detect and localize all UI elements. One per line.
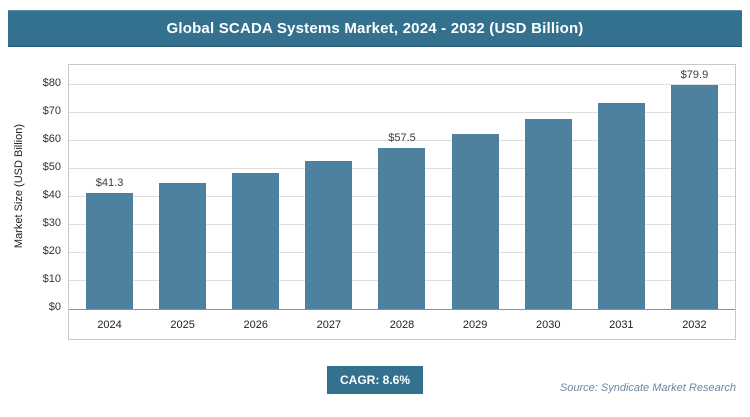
bar-slot-2031	[585, 65, 658, 309]
plot-area: $41.3 $57.5 $79.9	[69, 65, 735, 309]
y-tick-80: $80	[42, 77, 61, 89]
y-axis-title-column: Market Size (USD Billion)	[10, 64, 28, 308]
bar-value-label-2024: $41.3	[95, 177, 124, 190]
chart-title: Global SCADA Systems Market, 2024 - 2032…	[166, 20, 584, 37]
bar-chart: Market Size (USD Billion) $0 $10 $20 $30 $40…	[10, 64, 736, 340]
bar-2029	[451, 134, 499, 309]
y-tick-50: $50	[42, 161, 61, 173]
source-text: Source: Syndicate Market Research	[559, 382, 736, 394]
x-tick-2029: 2029	[462, 318, 488, 331]
bar-slot-2028: $57.5	[365, 65, 438, 309]
x-axis-labels: 2024 2025 2026 2027 2028 2029 2030 2031 2032	[69, 309, 735, 339]
y-tick-70: $70	[42, 105, 61, 117]
bar-2024	[86, 193, 134, 309]
y-tick-20: $20	[42, 245, 61, 257]
bar-2028	[378, 148, 426, 309]
y-tick-30: $30	[42, 217, 61, 229]
x-tick-2027: 2027	[316, 318, 342, 331]
y-axis-ticks: $0 $10 $20 $30 $40 $50 $60 $70 $80	[28, 64, 68, 313]
y-tick-0: $0	[48, 301, 61, 313]
bar-2031	[597, 102, 645, 309]
chart-title-banner: Global SCADA Systems Market, 2024 - 2032…	[8, 10, 742, 47]
chart-footer: CAGR: 8.6% Source: Syndicate Market Rese…	[0, 362, 750, 407]
bar-slot-2032: $79.9	[658, 65, 731, 309]
bar-value-label-2032: $79.9	[680, 69, 709, 82]
bar-2025	[159, 183, 207, 309]
y-tick-60: $60	[42, 133, 61, 145]
x-tick-2025: 2025	[170, 318, 195, 331]
bar-2027	[305, 160, 353, 309]
x-tick-2028: 2028	[389, 318, 415, 331]
x-tick-2030: 2030	[535, 318, 561, 331]
x-tick-2032: 2032	[682, 318, 707, 331]
bar-2032	[670, 85, 718, 309]
plot-frame: $41.3 $57.5 $79.9 2024 2025 2026 2027 2028 2029…	[68, 64, 736, 340]
x-tick-2031: 2031	[609, 318, 634, 331]
y-axis-title: Market Size (USD Billion)	[13, 123, 25, 249]
bar-slot-2030	[512, 65, 585, 309]
bar-slot-2024: $41.3	[73, 65, 146, 309]
y-tick-10: $10	[42, 273, 61, 285]
bar-value-label-2028: $57.5	[388, 132, 416, 144]
x-tick-2026: 2026	[243, 318, 269, 331]
x-tick-2024: 2024	[97, 318, 122, 331]
bar-slot-2026	[219, 65, 292, 309]
bar-slot-2029	[439, 65, 512, 309]
bar-2026	[232, 172, 280, 309]
y-tick-40: $40	[42, 189, 61, 201]
bar-slot-2027	[292, 65, 365, 309]
gridline-70	[69, 112, 735, 113]
bar-2030	[524, 119, 572, 309]
gridline-60	[69, 140, 735, 141]
cagr-badge: CAGR: 8.6%	[326, 366, 424, 394]
gridline-80	[69, 84, 735, 85]
bar-slot-2025	[146, 65, 219, 309]
bars-container: $41.3 $57.5 $79.9	[69, 65, 735, 309]
